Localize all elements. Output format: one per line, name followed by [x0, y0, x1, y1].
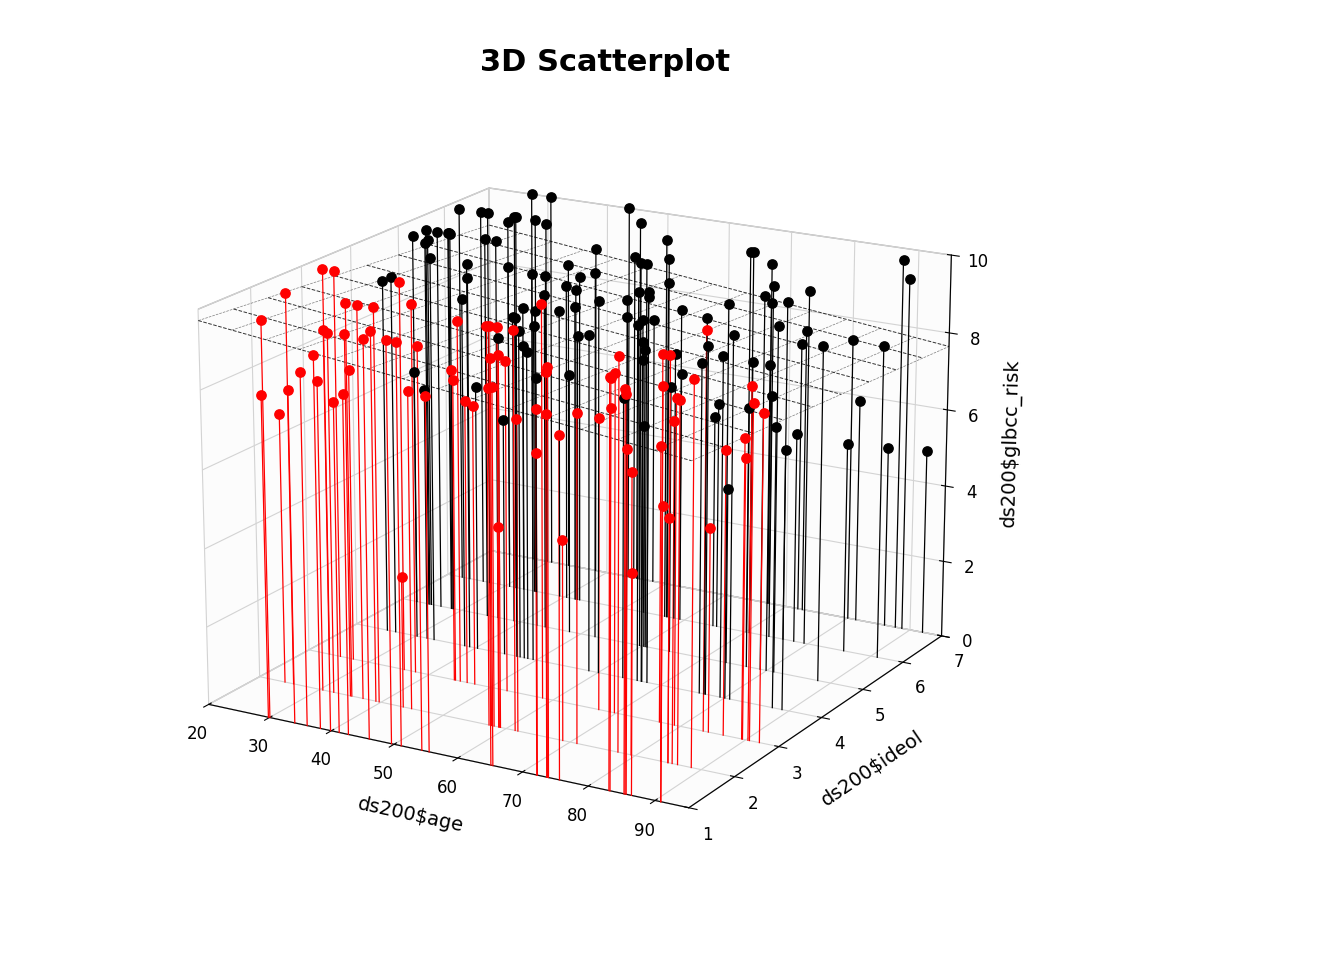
- Y-axis label: ds200$ideol: ds200$ideol: [817, 727, 927, 809]
- X-axis label: ds200$age: ds200$age: [356, 794, 466, 835]
- Text: 3D Scatterplot: 3D Scatterplot: [480, 48, 730, 77]
